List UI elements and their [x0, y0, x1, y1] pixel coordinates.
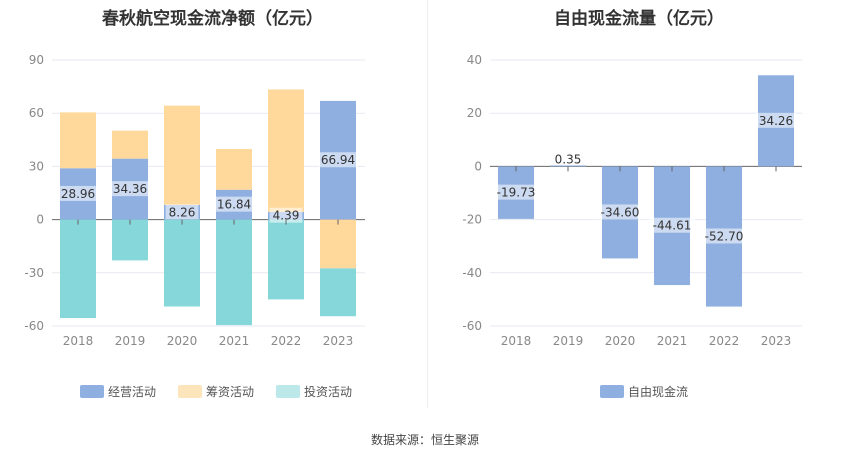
y-tick-label: 60 [29, 106, 44, 120]
bar [268, 219, 304, 300]
left-chart-legend: 经营活动 筹资活动 投资活动 [80, 383, 352, 400]
right-chart-legend: 自由现金流 [600, 383, 688, 400]
legend-item-free-cash-flow[interactable]: 自由现金流 [600, 383, 688, 400]
bar [550, 165, 586, 167]
bar [320, 219, 356, 269]
y-tick-label: 0 [474, 159, 482, 173]
chart-divider [427, 0, 428, 408]
data-label: 16.84 [217, 198, 251, 212]
data-label: 28.96 [61, 187, 95, 201]
left-chart-title: 春秋航空现金流净额（亿元） [102, 9, 323, 29]
legend-swatch-financing [178, 385, 203, 398]
bar [112, 219, 148, 261]
legend-label-financing: 筹资活动 [206, 385, 255, 399]
x-tick-label: 2019 [553, 334, 584, 348]
legend-swatch-operating [80, 385, 104, 398]
y-tick-label: 0 [36, 213, 44, 227]
y-tick-label: -60 [462, 319, 482, 333]
y-tick-label: -30 [24, 266, 44, 280]
y-tick-label: -40 [462, 266, 482, 280]
x-tick-label: 2022 [271, 334, 302, 348]
y-tick-label: 90 [29, 53, 44, 67]
bar [60, 112, 96, 169]
data-label-bg [596, 204, 644, 220]
data-label-bg [269, 207, 303, 223]
data-label: -34.60 [601, 205, 640, 219]
legend-item-operating[interactable]: 经营活动 [80, 383, 156, 400]
right-chart-title: 自由现金流量（亿元） [554, 9, 724, 29]
data-label: -19.73 [497, 186, 536, 200]
x-tick-label: 2018 [501, 334, 532, 348]
x-tick-label: 2023 [761, 334, 792, 348]
bar [164, 219, 200, 307]
x-tick-label: 2020 [605, 334, 636, 348]
data-label-bg [492, 184, 540, 200]
data-label-bg [58, 185, 98, 201]
data-label: 66.94 [321, 153, 355, 167]
bar [60, 219, 96, 319]
y-tick-label: 40 [467, 53, 482, 67]
data-label: 8.26 [169, 205, 196, 219]
y-tick-label: -60 [24, 319, 44, 333]
bar [164, 105, 200, 205]
data-label: -44.61 [653, 219, 692, 233]
x-tick-label: 2020 [167, 334, 198, 348]
x-tick-label: 2019 [115, 334, 146, 348]
data-label: 0.35 [555, 152, 582, 166]
bar [268, 89, 304, 212]
x-tick-label: 2021 [657, 334, 688, 348]
x-tick-label: 2021 [219, 334, 250, 348]
legend-item-investing[interactable]: 投资活动 [276, 383, 352, 400]
bar [216, 148, 252, 190]
bar [112, 130, 148, 159]
y-tick-label: 20 [467, 106, 482, 120]
data-label: 4.39 [273, 209, 300, 223]
data-label-bg [214, 196, 254, 212]
data-label-bg [165, 204, 199, 220]
data-label-bg [700, 228, 748, 244]
legend-item-financing[interactable]: 筹资活动 [178, 383, 254, 400]
y-tick-label: -20 [462, 213, 482, 227]
legend-swatch-investing [276, 385, 301, 398]
data-label-bg [318, 152, 358, 168]
bar [216, 219, 252, 326]
data-label-bg [648, 217, 696, 233]
x-tick-label: 2018 [63, 334, 94, 348]
legend-label-operating: 经营活动 [108, 385, 157, 399]
y-tick-label: 30 [29, 159, 44, 173]
data-label: 34.36 [113, 182, 147, 196]
data-label: 34.26 [759, 114, 793, 128]
legend-label-investing: 投资活动 [304, 385, 353, 399]
bar [320, 268, 356, 317]
data-label: -52.70 [705, 229, 744, 243]
data-source-note: 数据来源：恒生聚源 [370, 433, 479, 447]
data-label-bg [110, 181, 150, 197]
legend-label-free-cash-flow: 自由现金流 [628, 385, 689, 399]
x-tick-label: 2022 [709, 334, 740, 348]
data-label-bg [756, 112, 796, 128]
x-tick-label: 2023 [323, 334, 354, 348]
legend-swatch-free-cash-flow [600, 385, 624, 398]
